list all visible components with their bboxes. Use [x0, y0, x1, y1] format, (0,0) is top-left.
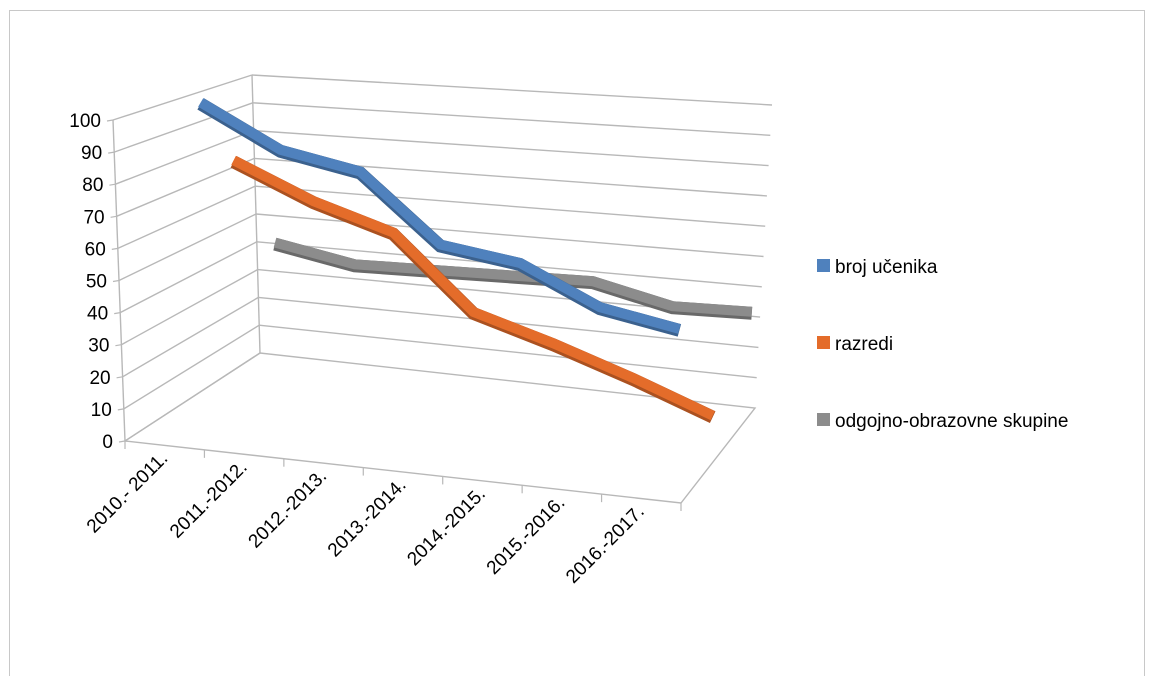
gridline-side: [124, 352, 261, 442]
x-tick-label: 2012.-2013.: [245, 466, 332, 553]
y-tick-mark: [108, 151, 115, 154]
x-tick-label: 2014.-2015.: [403, 484, 490, 571]
x-tick-label: 2016.-2017.: [562, 501, 649, 588]
x-axis-ticks: 2010.- 2011.2011.-2012.2012.-2013.2013.-…: [83, 441, 682, 588]
y-tick-label: 50: [86, 272, 107, 293]
x-tick-label: 2015.-2016.: [483, 492, 570, 579]
y-tick-mark: [111, 247, 118, 250]
gridline-side: [122, 296, 259, 378]
legend-label: broj učenika: [835, 257, 938, 278]
legend: broj učenika razredi odgojno-obrazovne sku…: [817, 257, 1068, 432]
y-tick-label: 90: [81, 143, 102, 164]
legend-swatch: [817, 413, 830, 426]
y-tick-mark: [112, 279, 120, 283]
series-line: [198, 98, 681, 334]
y-tick-mark: [109, 183, 116, 186]
line-chart-3d: 0 10 20 30 40 50 60 70 80 90 100 2010.- 2011.2011.…: [69, 74, 1068, 588]
y-tick-label: 100: [69, 111, 101, 132]
x-tick-label: 2013.-2014.: [324, 475, 411, 562]
chart-area: 0 10 20 30 40 50 60 70 80 90 100 2010.- 2011. 2011.…: [9, 10, 1145, 676]
gridline-side: [115, 129, 254, 185]
gridline-back: [251, 74, 773, 106]
legend-swatch: [817, 259, 830, 272]
y-tick-mark: [106, 119, 114, 122]
legend-label: odgojno-obrazovne skupine: [835, 411, 1068, 432]
gridline-side: [119, 241, 258, 314]
y-tick-label: 70: [83, 207, 104, 228]
gridline-side: [123, 324, 260, 410]
gridline-side: [118, 213, 257, 282]
y-tick-mark: [114, 312, 121, 315]
gridline-side: [113, 102, 254, 153]
y-tick-mark: [115, 344, 122, 347]
gridline-back: [253, 129, 769, 167]
x-tick-label: 2010.- 2011.: [83, 448, 172, 537]
x-tick-label: 2011.-2012.: [166, 457, 252, 543]
gridline-side: [121, 268, 258, 346]
gridline-side: [116, 157, 255, 217]
y-tick-label: 20: [89, 368, 110, 389]
y-tick-mark: [110, 215, 117, 218]
gridline-side: [112, 74, 253, 121]
series-line-shadow: [197, 98, 682, 337]
y-tick-label: 30: [88, 336, 109, 357]
chart-walls: [112, 74, 757, 504]
y-tick-label: 0: [102, 432, 113, 453]
y-axis-ticks: 0 10 20 30 40 50 60 70 80 90 100: [69, 111, 113, 453]
legend-label: razredi: [835, 334, 893, 355]
y-tick-label: 10: [91, 400, 112, 421]
gridline-back: [252, 102, 771, 136]
gridlines: [106, 74, 773, 443]
series-line: [273, 237, 753, 317]
y-tick-mark: [118, 440, 126, 443]
series-line: [231, 155, 715, 421]
gridline-side: [117, 185, 256, 250]
series-lines: [197, 98, 753, 423]
gridline-back: [255, 185, 766, 227]
y-tick-mark: [116, 376, 123, 379]
y-tick-mark: [117, 408, 124, 411]
gridline-back: [255, 213, 764, 258]
gridline-back: [259, 324, 757, 379]
legend-swatch: [817, 336, 830, 349]
y-tick-label: 60: [85, 239, 106, 260]
y-tick-label: 80: [82, 175, 103, 196]
y-tick-label: 40: [87, 304, 108, 325]
